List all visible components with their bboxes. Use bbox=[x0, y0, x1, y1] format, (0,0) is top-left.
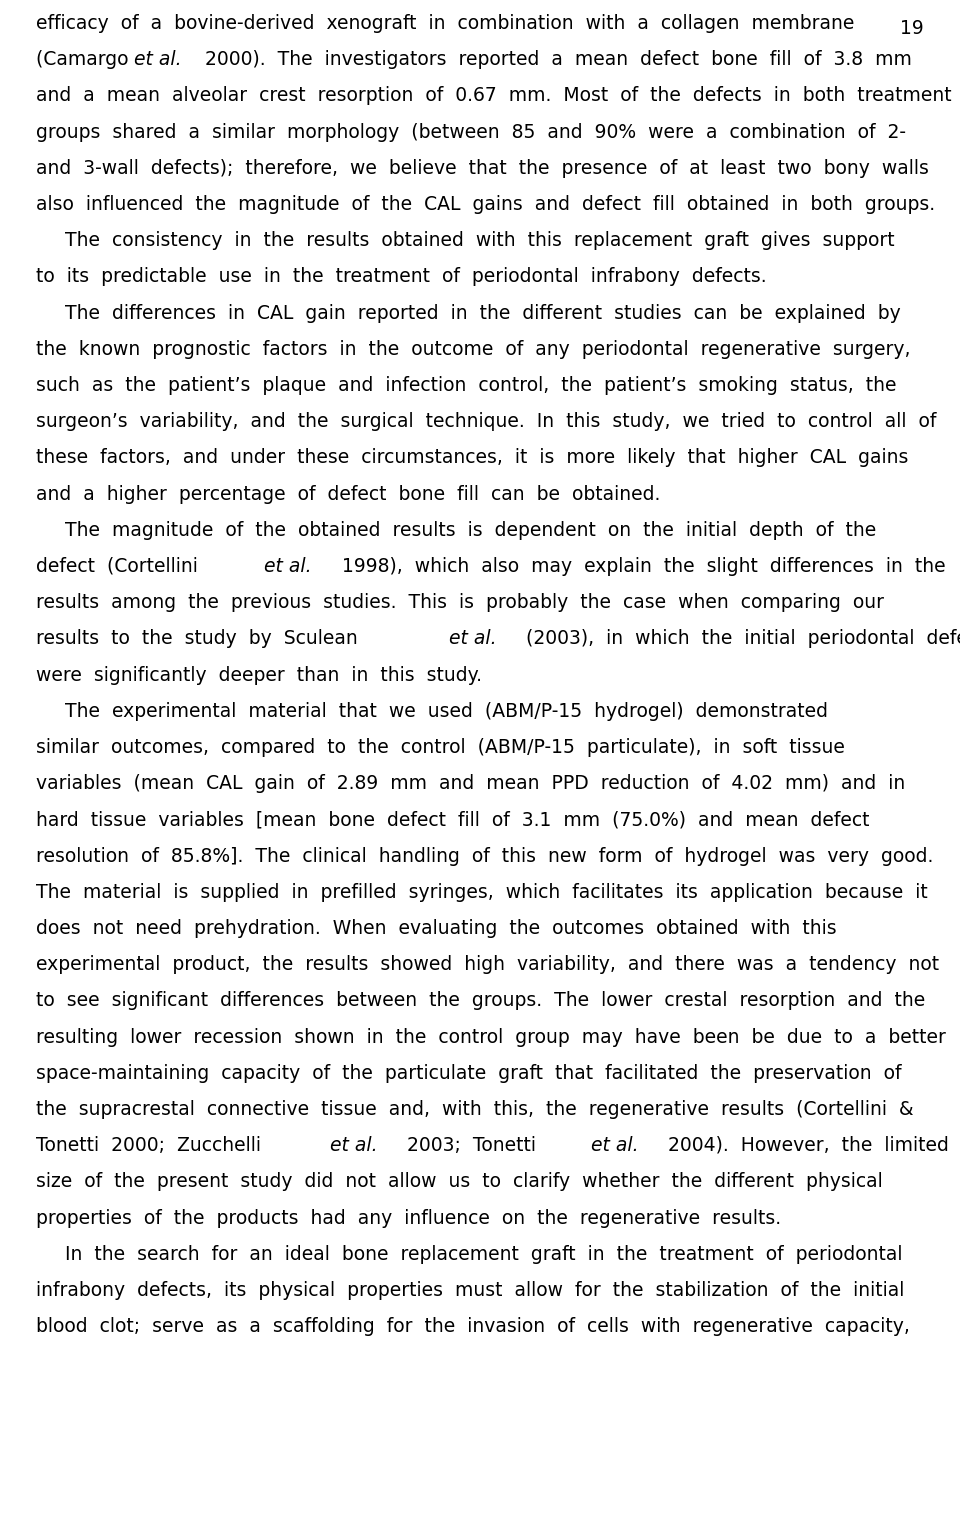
Text: resolution  of  85.8%].  The  clinical  handling  of  this  new  form  of  hydro: resolution of 85.8%]. The clinical handl… bbox=[36, 847, 933, 866]
Text: (2003),  in  which  the  initial  periodontal  defects: (2003), in which the initial periodontal… bbox=[515, 629, 960, 648]
Text: to  its  predictable  use  in  the  treatment  of  periodontal  infrabony  defec: to its predictable use in the treatment … bbox=[36, 267, 767, 287]
Text: (Camargo: (Camargo bbox=[36, 50, 134, 69]
Text: and  a  higher  percentage  of  defect  bone  fill  can  be  obtained.: and a higher percentage of defect bone f… bbox=[36, 485, 660, 503]
Text: et al.: et al. bbox=[133, 50, 181, 69]
Text: efficacy  of  a  bovine-derived  xenograft  in  combination  with  a  collagen  : efficacy of a bovine-derived xenograft i… bbox=[36, 14, 854, 34]
Text: the  known  prognostic  factors  in  the  outcome  of  any  periodontal  regener: the known prognostic factors in the outc… bbox=[36, 340, 910, 358]
Text: were  significantly  deeper  than  in  this  study.: were significantly deeper than in this s… bbox=[36, 666, 482, 684]
Text: Tonetti  2000;  Zucchelli: Tonetti 2000; Zucchelli bbox=[36, 1137, 273, 1155]
Text: properties  of  the  products  had  any  influence  on  the  regenerative  resul: properties of the products had any influ… bbox=[36, 1209, 781, 1228]
Text: defect  (Cortellini: defect (Cortellini bbox=[36, 556, 210, 576]
Text: similar  outcomes,  compared  to  the  control  (ABM/P-15  particulate),  in  so: similar outcomes, compared to the contro… bbox=[36, 738, 845, 757]
Text: experimental  product,  the  results  showed  high  variability,  and  there  wa: experimental product, the results showed… bbox=[36, 956, 939, 974]
Text: size  of  the  present  study  did  not  allow  us  to  clarify  whether  the  d: size of the present study did not allow … bbox=[36, 1172, 883, 1192]
Text: these  factors,  and  under  these  circumstances,  it  is  more  likely  that  : these factors, and under these circumsta… bbox=[36, 448, 908, 468]
Text: variables  (mean  CAL  gain  of  2.89  mm  and  mean  PPD  reduction  of  4.02  : variables (mean CAL gain of 2.89 mm and … bbox=[36, 774, 905, 792]
Text: results  among  the  previous  studies.  This  is  probably  the  case  when  co: results among the previous studies. This… bbox=[36, 593, 884, 613]
Text: resulting  lower  recession  shown  in  the  control  group  may  have  been  be: resulting lower recession shown in the c… bbox=[36, 1027, 946, 1047]
Text: infrabony  defects,  its  physical  properties  must  allow  for  the  stabiliza: infrabony defects, its physical properti… bbox=[36, 1282, 904, 1300]
Text: space-maintaining  capacity  of  the  particulate  graft  that  facilitated  the: space-maintaining capacity of the partic… bbox=[36, 1064, 901, 1082]
Text: The  consistency  in  the  results  obtained  with  this  replacement  graft  gi: The consistency in the results obtained … bbox=[65, 232, 895, 250]
Text: groups  shared  a  similar  morphology  (between  85  and  90%  were  a  combina: groups shared a similar morphology (betw… bbox=[36, 122, 906, 142]
Text: to  see  significant  differences  between  the  groups.  The  lower  crestal  r: to see significant differences between t… bbox=[36, 992, 925, 1010]
Text: hard  tissue  variables  [mean  bone  defect  fill  of  3.1  mm  (75.0%)  and  m: hard tissue variables [mean bone defect … bbox=[36, 811, 870, 829]
Text: the  supracrestal  connective  tissue  and,  with  this,  the  regenerative  res: the supracrestal connective tissue and, … bbox=[36, 1100, 914, 1119]
Text: 2004).  However,  the  limited  sample: 2004). However, the limited sample bbox=[656, 1137, 960, 1155]
Text: 2003;  Tonetti: 2003; Tonetti bbox=[395, 1137, 548, 1155]
Text: In  the  search  for  an  ideal  bone  replacement  graft  in  the  treatment  o: In the search for an ideal bone replacem… bbox=[65, 1245, 902, 1263]
Text: et al.: et al. bbox=[329, 1137, 377, 1155]
Text: and  3-wall  defects);  therefore,  we  believe  that  the  presence  of  at  le: and 3-wall defects); therefore, we belie… bbox=[36, 158, 929, 178]
Text: blood  clot;  serve  as  a  scaffolding  for  the  invasion  of  cells  with  re: blood clot; serve as a scaffolding for t… bbox=[36, 1317, 910, 1337]
Text: et al.: et al. bbox=[590, 1137, 638, 1155]
Text: surgeon’s  variability,  and  the  surgical  technique.  In  this  study,  we  t: surgeon’s variability, and the surgical … bbox=[36, 411, 936, 431]
Text: and  a  mean  alveolar  crest  resorption  of  0.67  mm.  Most  of  the  defects: and a mean alveolar crest resorption of … bbox=[36, 87, 951, 105]
Text: results  to  the  study  by  Sculean: results to the study by Sculean bbox=[36, 629, 370, 648]
Text: The  differences  in  CAL  gain  reported  in  the  different  studies  can  be : The differences in CAL gain reported in … bbox=[65, 303, 900, 323]
Text: et al.: et al. bbox=[264, 556, 312, 576]
Text: The  magnitude  of  the  obtained  results  is  dependent  on  the  initial  dep: The magnitude of the obtained results is… bbox=[65, 521, 876, 539]
Text: 1998),  which  also  may  explain  the  slight  differences  in  the: 1998), which also may explain the slight… bbox=[329, 556, 946, 576]
Text: 19: 19 bbox=[900, 18, 924, 38]
Text: also  influenced  the  magnitude  of  the  CAL  gains  and  defect  fill  obtain: also influenced the magnitude of the CAL… bbox=[36, 195, 935, 213]
Text: et al.: et al. bbox=[449, 629, 497, 648]
Text: The  experimental  material  that  we  used  (ABM/P-15  hydrogel)  demonstrated: The experimental material that we used (… bbox=[65, 701, 828, 721]
Text: 2000).  The  investigators  reported  a  mean  defect  bone  fill  of  3.8  mm: 2000). The investigators reported a mean… bbox=[199, 50, 912, 69]
Text: such  as  the  patient’s  plaque  and  infection  control,  the  patient’s  smok: such as the patient’s plaque and infecti… bbox=[36, 376, 897, 395]
Text: does  not  need  prehydration.  When  evaluating  the  outcomes  obtained  with : does not need prehydration. When evaluat… bbox=[36, 919, 836, 937]
Text: The  material  is  supplied  in  prefilled  syringes,  which  facilitates  its  : The material is supplied in prefilled sy… bbox=[36, 882, 927, 902]
